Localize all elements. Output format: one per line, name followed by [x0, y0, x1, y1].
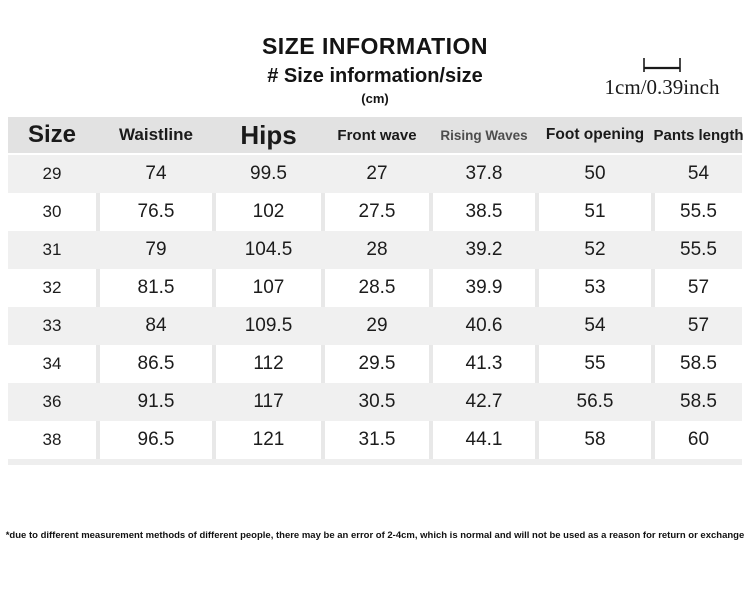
cell-pants-length: 58.5 [655, 345, 742, 383]
cell-waistline: 76.5 [100, 193, 212, 231]
table-header-row: Size Waistline Hips Front wave Rising Wa… [8, 117, 744, 155]
cell-size: 30 [8, 193, 96, 231]
table-row: 34 86.5 112 29.5 41.3 55 58.5 [8, 345, 742, 383]
cell-front-wave: 28 [366, 239, 388, 260]
cell-hips: 112 [216, 345, 321, 383]
cell-foot-opening: 50 [584, 163, 606, 184]
cell-waistline: 91.5 [137, 391, 175, 412]
table-row: 29 74 99.5 27 37.8 50 54 [8, 155, 742, 193]
cell-foot-opening: 58 [539, 421, 651, 459]
cell-rising-waves: 44.1 [433, 421, 535, 459]
table-row: 30 76.5 102 27.5 38.5 51 55.5 [8, 193, 742, 231]
cell-foot-opening: 53 [539, 269, 651, 307]
cell-pants-length: 54 [687, 163, 710, 184]
column-header-hips: Hips [240, 119, 297, 150]
column-header-waistline: Waistline [119, 125, 193, 144]
page-subtitle: # Size information/size [267, 65, 483, 87]
page-title: SIZE INFORMATION [261, 33, 489, 59]
cell-hips: 107 [216, 269, 321, 307]
cell-front-wave: 29 [366, 315, 388, 336]
column-header-size: Size [27, 121, 77, 148]
cell-waistline: 79 [145, 239, 167, 260]
cell-hips: 117 [253, 391, 284, 412]
column-header-front-wave: Front wave [337, 126, 417, 144]
table-row: 32 81.5 107 28.5 39.9 53 57 [8, 269, 742, 307]
cell-hips: 102 [216, 193, 321, 231]
cell-waistline: 84 [145, 315, 167, 336]
cell-size: 32 [8, 269, 96, 307]
measurement-disclaimer: *due to different measurement methods of… [5, 530, 745, 541]
cell-hips: 109.5 [244, 315, 293, 336]
cell-size: 31 [42, 240, 62, 259]
cell-size: 36 [42, 392, 62, 411]
cell-front-wave: 29.5 [325, 345, 429, 383]
cell-foot-opening: 54 [584, 315, 606, 336]
cell-rising-waves: 39.2 [465, 239, 503, 260]
cell-pants-length: 55.5 [655, 193, 742, 231]
size-table-body: 29 74 99.5 27 37.8 50 54 30 76.5 102 27.5 38.5 51 55.… [8, 155, 742, 459]
cell-size: 33 [42, 316, 62, 335]
cell-hips: 121 [216, 421, 321, 459]
unit-note: (cm) [361, 91, 389, 106]
cell-size: 29 [42, 164, 62, 183]
cell-front-wave: 30.5 [358, 391, 396, 412]
table-row: 36 91.5 117 30.5 42.7 56.5 58.5 [8, 383, 742, 421]
column-header-rising-waves: Rising Waves [440, 127, 528, 143]
size-table: Size Waistline Hips Front wave Rising Wa… [8, 117, 744, 465]
column-header-foot-opening: Foot opening [545, 126, 645, 143]
scale-label: 1cm/0.39inch [604, 75, 720, 99]
cell-pants-length: 60 [655, 421, 742, 459]
cell-foot-opening: 56.5 [576, 391, 614, 412]
cell-waistline: 81.5 [100, 269, 212, 307]
cell-pants-length: 57 [687, 315, 710, 336]
table-row: 31 79 104.5 28 39.2 52 55.5 [8, 231, 742, 269]
cell-foot-opening: 52 [584, 239, 606, 260]
cell-front-wave: 27.5 [325, 193, 429, 231]
table-row: 38 96.5 121 31.5 44.1 58 60 [8, 421, 742, 459]
cell-rising-waves: 37.8 [465, 163, 503, 184]
cell-pants-length: 58.5 [680, 391, 717, 412]
cell-rising-waves: 39.9 [433, 269, 535, 307]
cell-foot-opening: 55 [539, 345, 651, 383]
cell-rising-waves: 38.5 [433, 193, 535, 231]
scale-note: 1cm/0.39inch [586, 57, 738, 100]
cell-rising-waves: 41.3 [433, 345, 535, 383]
cell-front-wave: 28.5 [325, 269, 429, 307]
cell-size: 34 [8, 345, 96, 383]
cell-pants-length: 57 [655, 269, 742, 307]
cm-scale-ruler-icon [643, 58, 681, 72]
cell-rising-waves: 40.6 [465, 315, 503, 336]
cell-rising-waves: 42.7 [465, 391, 503, 412]
table-row: 33 84 109.5 29 40.6 54 57 [8, 307, 742, 345]
cell-hips: 99.5 [250, 163, 287, 184]
cell-size: 38 [8, 421, 96, 459]
cell-waistline: 86.5 [100, 345, 212, 383]
cell-waistline: 96.5 [100, 421, 212, 459]
table-bottom-edge [8, 459, 742, 465]
column-header-pants-length: Pants length [653, 126, 744, 144]
cell-front-wave: 27 [366, 163, 388, 184]
cell-foot-opening: 51 [539, 193, 651, 231]
cell-waistline: 74 [145, 163, 167, 184]
cell-pants-length: 55.5 [680, 239, 717, 260]
cell-hips: 104.5 [244, 239, 293, 260]
cell-front-wave: 31.5 [325, 421, 429, 459]
